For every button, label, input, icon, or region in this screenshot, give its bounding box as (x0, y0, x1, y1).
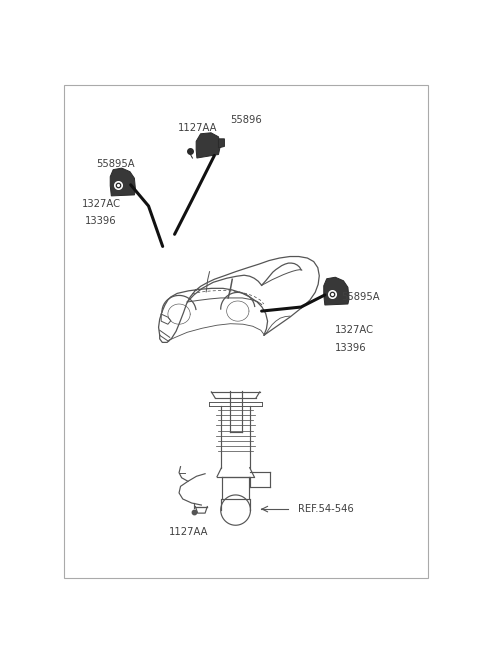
Text: 1327AC: 1327AC (335, 325, 374, 335)
Polygon shape (196, 133, 220, 158)
Text: 1327AC: 1327AC (82, 199, 120, 209)
Text: 13396: 13396 (85, 216, 117, 226)
Text: 55896: 55896 (230, 115, 262, 125)
Text: 13396: 13396 (335, 343, 367, 353)
Polygon shape (324, 277, 349, 305)
Polygon shape (218, 139, 225, 148)
Text: 1127AA: 1127AA (168, 527, 208, 537)
Text: 55895A: 55895A (341, 292, 380, 302)
Text: REF.54-546: REF.54-546 (298, 504, 354, 514)
Text: 1127AA: 1127AA (178, 123, 217, 133)
Text: 55895A: 55895A (96, 159, 135, 169)
Polygon shape (110, 168, 135, 196)
